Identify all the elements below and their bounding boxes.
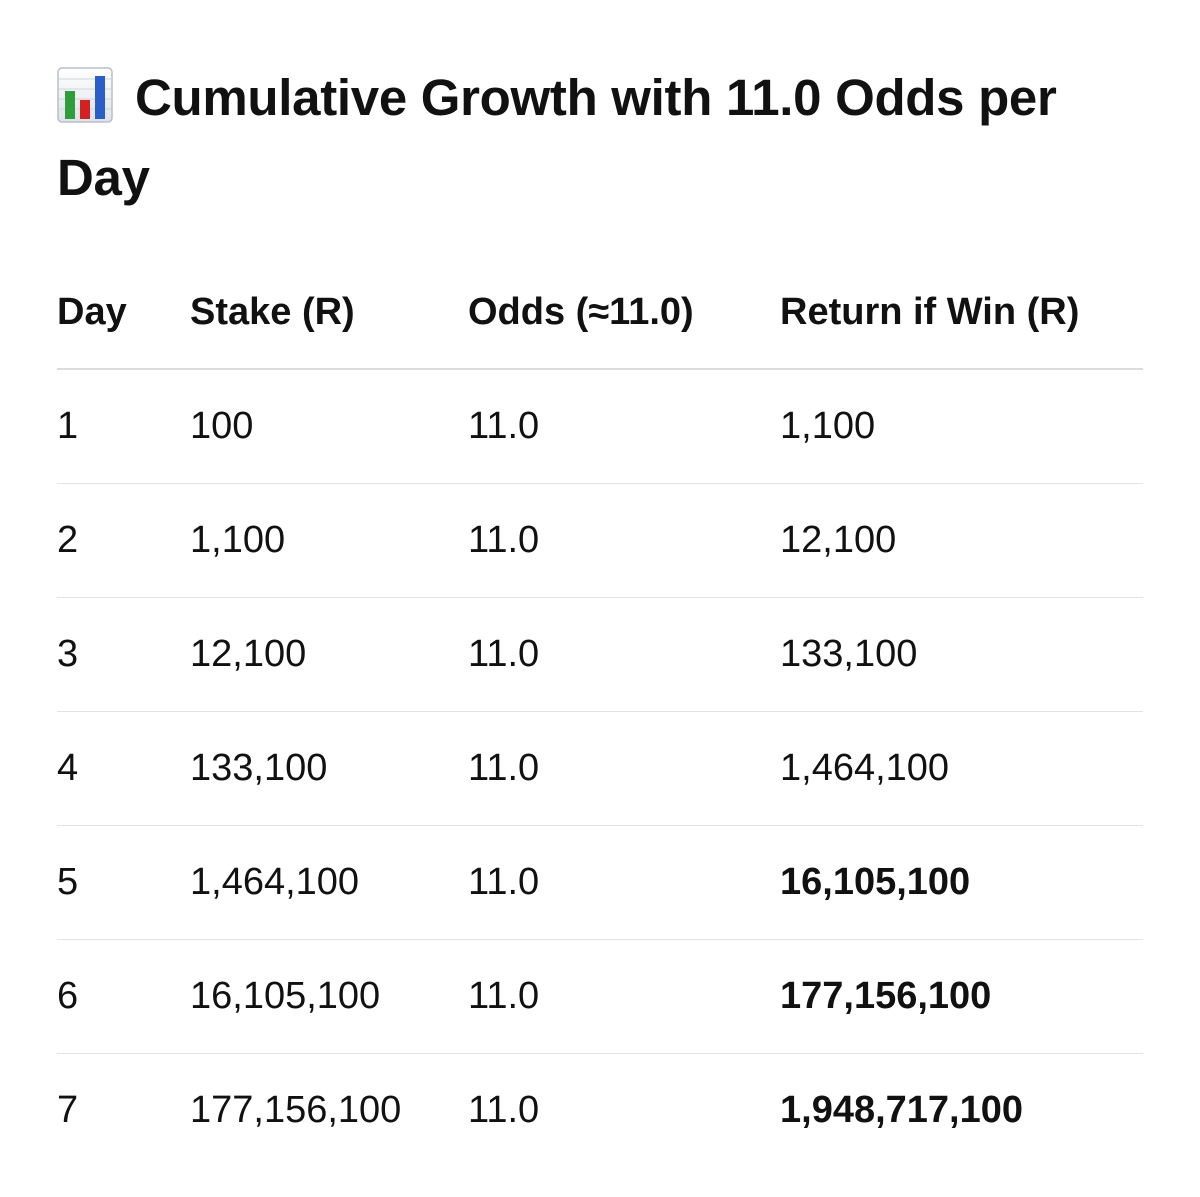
header-odds: Odds (≈11.0) bbox=[468, 256, 780, 370]
cell-stake: 1,100 bbox=[190, 483, 468, 598]
cell-odds: 11.0 bbox=[468, 369, 780, 484]
cell-odds: 11.0 bbox=[468, 1089, 540, 1131]
cell-return: 177,156,100 bbox=[780, 939, 1143, 1054]
cell-odds: 11.0 bbox=[468, 711, 780, 826]
cell-odds: 11.0 bbox=[468, 597, 780, 712]
cell-return: 1,464,100 bbox=[780, 711, 1143, 826]
cell-stake: 177,156,100 bbox=[190, 1089, 402, 1131]
cell-day: 6 bbox=[57, 939, 190, 1054]
table-row: 4 133,100 11.0 1,464,100 bbox=[57, 711, 1143, 826]
cell-stake: 1,464,100 bbox=[190, 825, 468, 940]
bar-chart-icon bbox=[57, 66, 113, 123]
cell-return: 16,105,100 bbox=[780, 825, 1143, 940]
cell-return: 133,100 bbox=[780, 597, 1143, 712]
cell-day: 2 bbox=[57, 483, 190, 598]
cell-return: 12,100 bbox=[780, 483, 1143, 598]
cell-odds: 11.0 bbox=[468, 483, 780, 598]
cell-stake: 100 bbox=[190, 369, 468, 484]
cell-return: 1,100 bbox=[780, 369, 1143, 484]
growth-table: Day Stake (R) Odds (≈11.0) Return if Win… bbox=[57, 256, 1143, 1167]
table-row: 1 100 11.0 1,100 bbox=[57, 369, 1143, 484]
cell-stake: 16,105,100 bbox=[190, 939, 468, 1054]
cell-day: 7 bbox=[57, 1089, 79, 1131]
table-row: 7 177,156,100 11.0 1,948,717,100 bbox=[57, 1054, 1143, 1168]
header-day: Day bbox=[57, 256, 190, 370]
header-return: Return if Win (R) bbox=[780, 256, 1143, 370]
table-header-row: Day Stake (R) Odds (≈11.0) Return if Win… bbox=[57, 256, 1143, 370]
header-stake: Stake (R) bbox=[190, 256, 468, 370]
cell-stake: 133,100 bbox=[190, 711, 468, 826]
cell-return: 1,948,717,100 bbox=[780, 1089, 1024, 1131]
growth-table-container: Day Stake (R) Odds (≈11.0) Return if Win… bbox=[57, 256, 1143, 1167]
table-row: 6 16,105,100 11.0 177,156,100 bbox=[57, 939, 1143, 1054]
cell-stake: 12,100 bbox=[190, 597, 468, 712]
table-row: 5 1,464,100 11.0 16,105,100 bbox=[57, 825, 1143, 940]
page-title-text: Cumulative Growth with 11.0 Odds per Day bbox=[57, 69, 1057, 206]
cell-day: 1 bbox=[57, 369, 190, 484]
cell-day: 5 bbox=[57, 825, 190, 940]
cell-day: 3 bbox=[57, 597, 190, 712]
cell-odds: 11.0 bbox=[468, 939, 780, 1054]
cell-day: 4 bbox=[57, 711, 190, 826]
page-title: Cumulative Growth with 11.0 Odds per Day bbox=[57, 58, 1147, 218]
table-row: 2 1,100 11.0 12,100 bbox=[57, 483, 1143, 598]
cell-odds: 11.0 bbox=[468, 825, 780, 940]
table-row: 3 12,100 11.0 133,100 bbox=[57, 597, 1143, 712]
